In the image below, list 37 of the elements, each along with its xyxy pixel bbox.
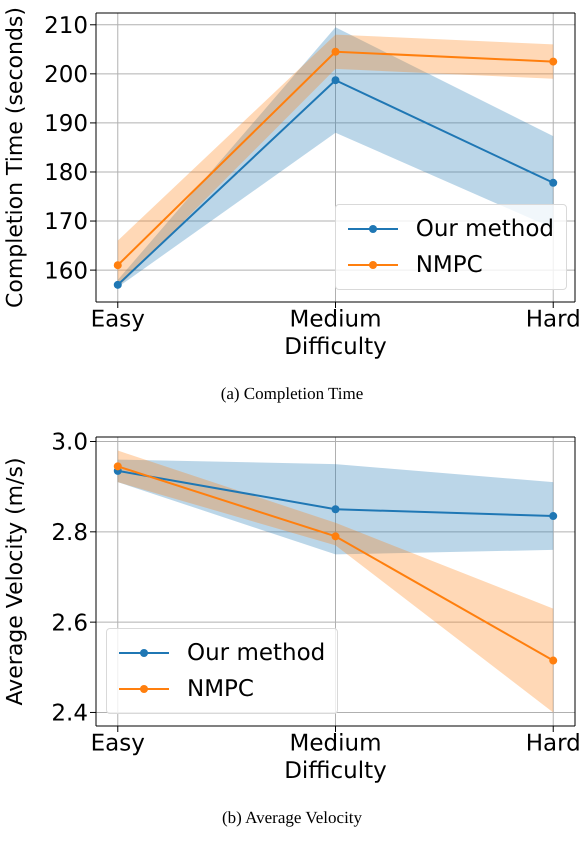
point: [332, 532, 340, 540]
y-tick-label: 2.4: [51, 700, 88, 727]
y-tick-label: 170: [44, 209, 88, 236]
y-tick-label: 2.8: [51, 520, 88, 546]
point: [549, 512, 558, 520]
y-tick-label: 160: [44, 258, 88, 284]
legend-label: NMPC: [416, 252, 483, 278]
y-axis-title: Completion Time (seconds): [2, 7, 28, 308]
text: (b) Average Velocity: [220, 808, 364, 828]
legend-label: Our method: [187, 640, 326, 666]
y-tick-label: 2.6: [51, 610, 88, 636]
y-tick-label: 180: [44, 160, 88, 186]
point: [549, 178, 558, 187]
x-tick-label: Easy: [90, 730, 145, 756]
x-tick-label: Medium: [290, 730, 382, 756]
y-tick-label: 210: [44, 12, 88, 39]
y-axis-title: Average Velocity (m/s): [2, 457, 28, 706]
x-tick-label: Hard: [526, 730, 581, 756]
y-tick-label: 200: [44, 62, 88, 88]
point: [549, 58, 558, 66]
point: [114, 280, 122, 289]
legend-label: NMPC: [187, 676, 254, 702]
legend-label: Our method: [416, 216, 554, 242]
x-tick-label: Medium: [290, 306, 382, 332]
text: (a) Completion Time: [220, 384, 364, 404]
x-tick-label: Hard: [526, 306, 581, 332]
y-tick-label: 3.0: [51, 430, 88, 456]
point: [114, 462, 122, 470]
point: [114, 261, 122, 270]
point: [332, 76, 340, 84]
y-tick-label: 190: [44, 111, 88, 138]
x-axis-title: Difficulty: [284, 758, 387, 784]
point: [549, 656, 558, 665]
x-axis-title: Difficulty: [284, 334, 387, 360]
point: [332, 505, 340, 514]
x-tick-label: Easy: [90, 306, 145, 332]
point: [332, 48, 340, 56]
